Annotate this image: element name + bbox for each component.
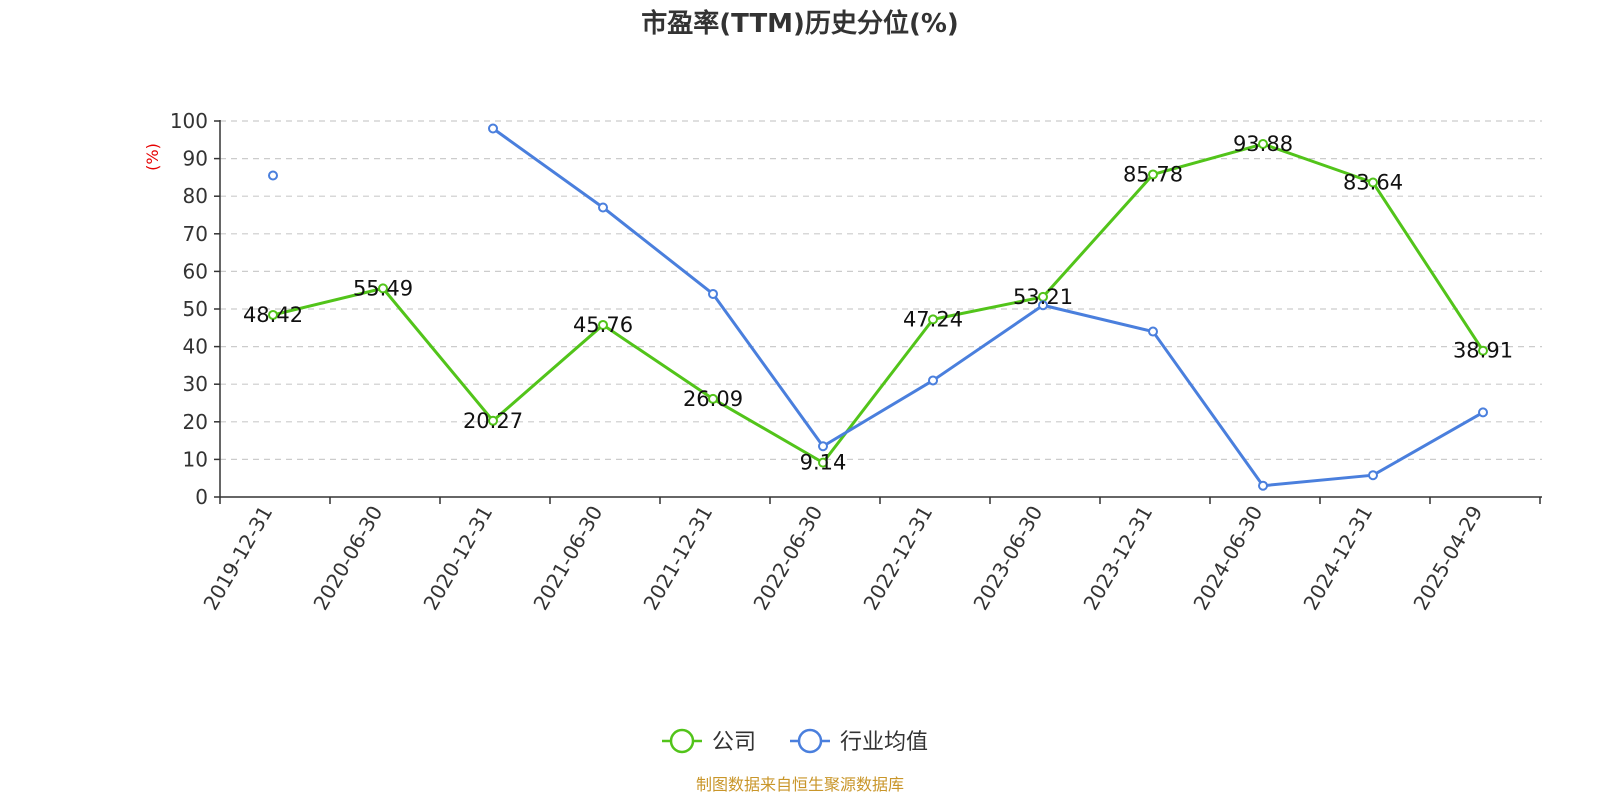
data-label: 48.42 xyxy=(243,303,303,327)
legend-label: 公司 xyxy=(712,730,756,755)
data-point xyxy=(268,170,278,181)
y-tick-label: 30 xyxy=(183,372,208,396)
data-point xyxy=(818,441,828,452)
data-point xyxy=(708,288,718,299)
y-tick-label: 20 xyxy=(183,410,208,434)
legend-marker-0 xyxy=(669,728,695,754)
data-label: 26.09 xyxy=(683,387,743,411)
data-label: 93.88 xyxy=(1233,132,1293,156)
y-axis-unit: (%) xyxy=(143,143,162,171)
data-label: 45.76 xyxy=(573,313,633,337)
data-point xyxy=(1258,139,1268,150)
data-label: 83.64 xyxy=(1343,171,1403,195)
data-point xyxy=(1368,177,1378,188)
x-tick-label: 2021-12-31 xyxy=(638,502,717,615)
data-point xyxy=(1258,480,1268,491)
x-tick-label: 2025-04-29 xyxy=(1408,502,1487,615)
source-note: 制图数据来自恒生聚源数据库 xyxy=(696,775,904,794)
data-label: 85.78 xyxy=(1123,162,1183,186)
data-label: 9.14 xyxy=(800,451,847,475)
series-points xyxy=(268,123,1488,491)
legend-label: 行业均值 xyxy=(840,730,928,755)
data-point xyxy=(1148,169,1158,180)
x-tick-label: 2024-12-31 xyxy=(1298,502,1377,615)
series-line-1 xyxy=(492,127,1484,488)
data-label: 53.21 xyxy=(1013,285,1073,309)
x-tick-label: 2023-12-31 xyxy=(1078,502,1157,615)
data-label: 38.91 xyxy=(1453,339,1513,363)
x-tick-label: 2020-06-30 xyxy=(308,502,387,615)
grid-lines xyxy=(220,120,1542,460)
data-point xyxy=(488,415,498,426)
y-tick-label: 40 xyxy=(183,335,208,359)
data-point xyxy=(378,283,388,294)
data-label: 47.24 xyxy=(903,307,963,331)
data-label: 55.49 xyxy=(353,276,413,300)
y-tick-label: 90 xyxy=(183,147,208,171)
legend-marker-1 xyxy=(797,728,823,754)
legend: 公司 行业均值 xyxy=(662,728,928,755)
series-line-0 xyxy=(272,142,1485,465)
y-tick-label: 100 xyxy=(170,109,208,133)
data-point xyxy=(818,457,828,468)
y-tick-label: 10 xyxy=(183,447,208,471)
x-tick-label: 2021-06-30 xyxy=(528,502,607,615)
y-tick-label: 0 xyxy=(195,485,208,509)
x-tick-label: 2022-06-30 xyxy=(748,502,827,615)
y-tick-label: 50 xyxy=(183,297,208,321)
data-point xyxy=(268,309,278,320)
x-tick-label: 2024-06-30 xyxy=(1188,502,1267,615)
data-label: 20.27 xyxy=(463,409,523,433)
data-point xyxy=(1038,300,1048,311)
y-tick-label: 60 xyxy=(183,259,208,283)
series-lines xyxy=(272,127,1485,488)
data-point xyxy=(928,314,938,325)
data-point xyxy=(1148,326,1158,337)
data-point xyxy=(1478,345,1488,356)
chart-title: 市盈率(TTM)历史分位(%) xyxy=(641,8,959,39)
data-point xyxy=(598,319,608,330)
x-tick-label: 2023-06-30 xyxy=(968,502,1047,615)
data-point xyxy=(928,375,938,386)
axes: 0 10 20 30 40 50 60 70 80 90 100 2019-12-31 2020-06-… xyxy=(170,109,1542,614)
data-point xyxy=(488,123,498,134)
data-point xyxy=(598,202,608,213)
x-tick-label: 2020-12-31 xyxy=(418,502,497,615)
y-tick-label: 80 xyxy=(183,184,208,208)
data-labels: 48.42 55.49 20.27 45.76 26.09 9.14 47.24 53.21 8… xyxy=(243,132,1513,475)
x-tick-label: 2022-12-31 xyxy=(858,502,937,615)
y-tick-label: 70 xyxy=(183,222,208,246)
x-tick-label: 2019-12-31 xyxy=(198,502,277,615)
data-point xyxy=(708,393,718,404)
data-point xyxy=(1368,470,1378,481)
data-point xyxy=(1478,407,1488,418)
